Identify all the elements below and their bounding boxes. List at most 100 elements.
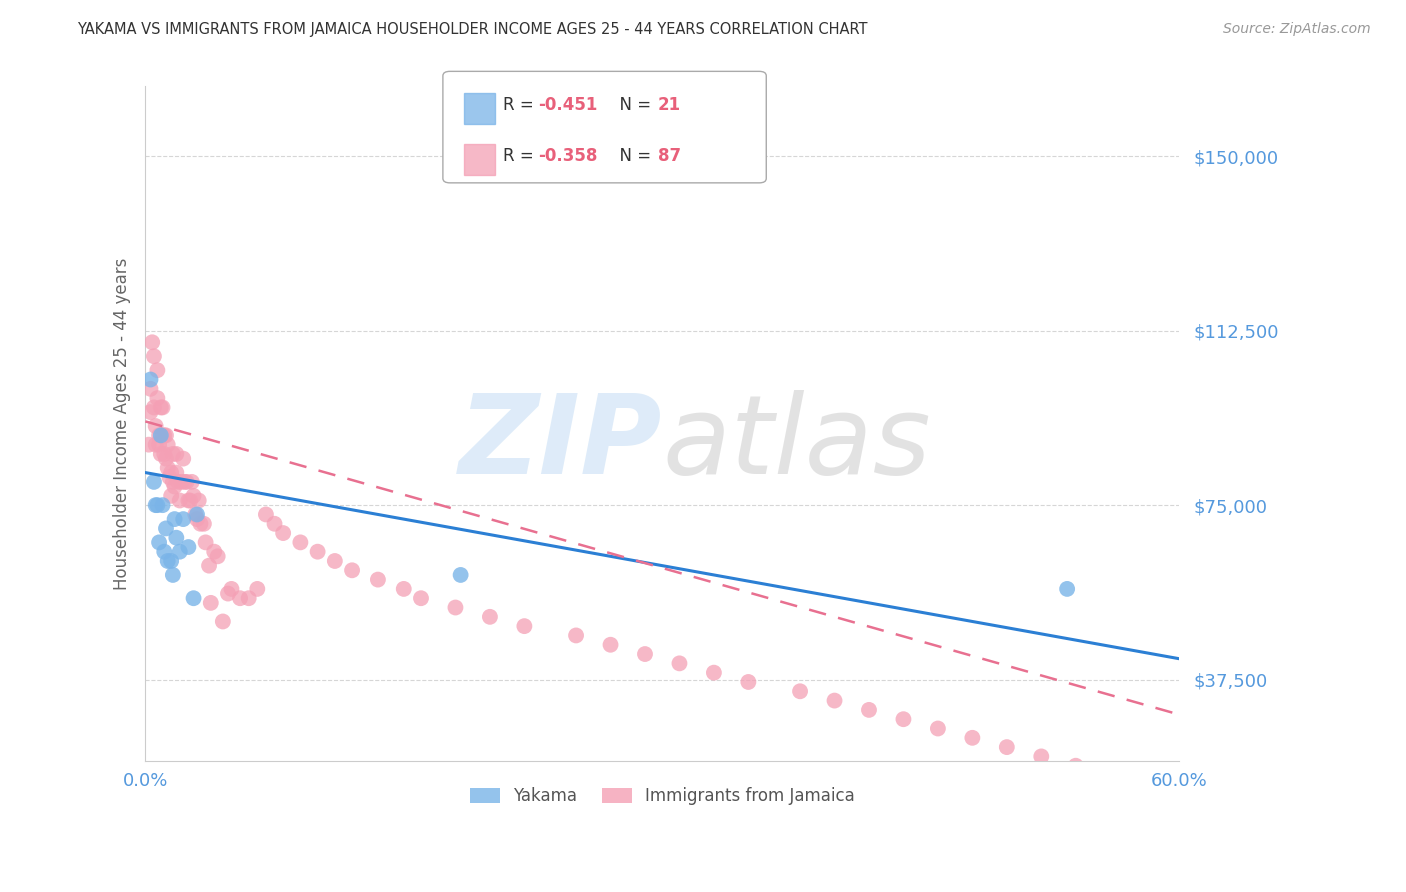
Text: -0.451: -0.451 bbox=[538, 95, 598, 113]
Text: -0.358: -0.358 bbox=[538, 147, 598, 165]
Text: 21: 21 bbox=[658, 95, 681, 113]
Point bbox=[165, 447, 187, 461]
Point bbox=[162, 568, 184, 582]
Point bbox=[172, 451, 194, 466]
Text: 87: 87 bbox=[658, 147, 681, 165]
Text: ZIP: ZIP bbox=[458, 391, 662, 498]
Point bbox=[1099, 768, 1122, 782]
Point bbox=[183, 489, 205, 503]
Point bbox=[169, 493, 191, 508]
Point bbox=[323, 554, 346, 568]
Point bbox=[1031, 749, 1053, 764]
Point bbox=[858, 703, 880, 717]
Point bbox=[148, 535, 170, 549]
Point bbox=[1056, 582, 1078, 596]
Point bbox=[177, 540, 200, 554]
Point bbox=[1125, 777, 1147, 791]
Point bbox=[703, 665, 725, 680]
Point bbox=[155, 521, 177, 535]
Point bbox=[162, 475, 184, 489]
Point bbox=[139, 372, 162, 386]
Text: N =: N = bbox=[609, 147, 657, 165]
Point bbox=[180, 475, 202, 489]
Point bbox=[148, 437, 170, 451]
Point bbox=[995, 740, 1018, 755]
Point bbox=[271, 526, 294, 541]
Point bbox=[176, 475, 198, 489]
Point bbox=[263, 516, 285, 531]
Point bbox=[160, 554, 183, 568]
Text: R =: R = bbox=[503, 147, 540, 165]
Text: Source: ZipAtlas.com: Source: ZipAtlas.com bbox=[1223, 22, 1371, 37]
Point bbox=[409, 591, 432, 606]
Legend: Yakama, Immigrants from Jamaica: Yakama, Immigrants from Jamaica bbox=[461, 779, 863, 814]
Point bbox=[962, 731, 984, 745]
Point bbox=[194, 535, 217, 549]
Point bbox=[238, 591, 260, 606]
Point bbox=[146, 498, 169, 512]
Point bbox=[1150, 787, 1173, 801]
Point bbox=[148, 428, 170, 442]
Point bbox=[634, 647, 657, 661]
Point bbox=[444, 600, 467, 615]
Point bbox=[307, 544, 329, 558]
Point bbox=[668, 657, 690, 671]
Point bbox=[513, 619, 536, 633]
Point bbox=[146, 363, 169, 377]
Point bbox=[478, 610, 501, 624]
Point bbox=[141, 335, 163, 350]
Point bbox=[153, 428, 176, 442]
Point bbox=[184, 508, 207, 522]
Y-axis label: Householder Income Ages 25 - 44 years: Householder Income Ages 25 - 44 years bbox=[114, 258, 131, 590]
Point bbox=[179, 493, 201, 508]
Point bbox=[139, 382, 162, 396]
Point bbox=[165, 531, 187, 545]
Point bbox=[145, 419, 167, 434]
Point bbox=[392, 582, 415, 596]
Point bbox=[207, 549, 229, 564]
Point bbox=[169, 544, 191, 558]
Point bbox=[187, 493, 209, 508]
Point bbox=[156, 461, 179, 475]
Point bbox=[565, 628, 588, 642]
Point bbox=[450, 568, 472, 582]
Text: N =: N = bbox=[609, 95, 657, 113]
Point bbox=[155, 451, 177, 466]
Point bbox=[367, 573, 389, 587]
Point bbox=[340, 563, 363, 577]
Point bbox=[149, 447, 172, 461]
Point bbox=[927, 722, 949, 736]
Point bbox=[186, 508, 208, 522]
Text: R =: R = bbox=[503, 95, 540, 113]
Point bbox=[159, 470, 181, 484]
Point bbox=[142, 475, 165, 489]
Point bbox=[155, 428, 177, 442]
Point bbox=[177, 493, 200, 508]
Point bbox=[167, 475, 190, 489]
Point bbox=[200, 596, 222, 610]
Point bbox=[221, 582, 243, 596]
Point bbox=[789, 684, 811, 698]
Point bbox=[163, 479, 186, 493]
Point bbox=[893, 712, 915, 726]
Point bbox=[211, 615, 233, 629]
Point bbox=[149, 428, 172, 442]
Point bbox=[202, 544, 225, 558]
Point bbox=[160, 466, 183, 480]
Point bbox=[186, 512, 208, 526]
Point bbox=[198, 558, 221, 573]
Point bbox=[170, 475, 193, 489]
Point bbox=[174, 475, 197, 489]
Text: atlas: atlas bbox=[662, 391, 931, 498]
Point bbox=[142, 349, 165, 363]
Point bbox=[156, 554, 179, 568]
Point bbox=[156, 437, 179, 451]
Point bbox=[146, 391, 169, 405]
Point bbox=[1064, 758, 1087, 772]
Point bbox=[172, 512, 194, 526]
Point bbox=[217, 586, 239, 600]
Point bbox=[246, 582, 269, 596]
Point bbox=[162, 447, 184, 461]
Point bbox=[163, 512, 186, 526]
Point bbox=[138, 437, 160, 451]
